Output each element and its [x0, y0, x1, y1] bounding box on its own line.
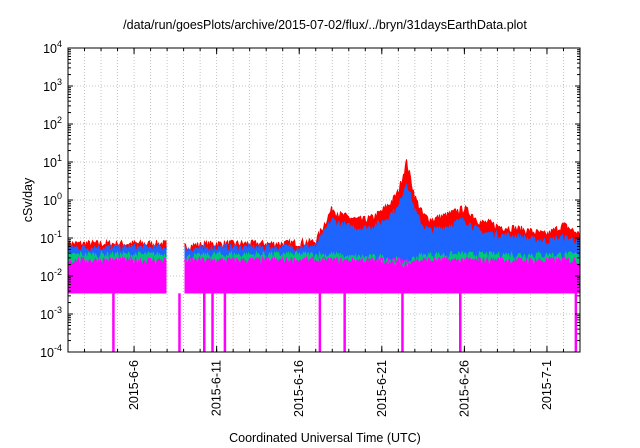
- y-tick-exponent: -2: [54, 267, 62, 277]
- x-axis-label: Coordinated Universal Time (UTC): [229, 431, 421, 445]
- series-4-line: [184, 255, 580, 268]
- y-tick-label: 101: [43, 153, 62, 170]
- series-4-band: [68, 257, 167, 294]
- series-3-line: [68, 249, 167, 262]
- series-lines: [68, 159, 580, 352]
- y-tick-label: 10-2: [40, 267, 62, 284]
- y-tick-base: 10: [43, 42, 57, 56]
- series-4-line: [68, 255, 167, 267]
- y-tick-exponent: 0: [57, 191, 62, 201]
- chart-title: /data/run/goesPlots/archive/2015-07-02/f…: [123, 18, 527, 32]
- y-tick-base: 10: [43, 118, 57, 132]
- series-2-line: [184, 183, 580, 255]
- y-axis-label: cSv/day: [21, 177, 35, 222]
- x-tick-label: 2015-6-11: [210, 360, 224, 416]
- x-tick-label: 2015-6-26: [457, 360, 471, 417]
- y-tick-label: 10-1: [40, 229, 62, 246]
- series-1-line: [68, 238, 167, 250]
- x-tick-label: 2015-6-21: [375, 360, 389, 417]
- y-tick-exponent: -4: [54, 343, 62, 353]
- series-2-line: [68, 242, 167, 254]
- y-tick-exponent: 4: [57, 39, 62, 49]
- y-tick-base: 10: [43, 156, 57, 170]
- x-tick-label: 2015-6-6: [127, 360, 141, 410]
- y-tick-label: 10-3: [40, 305, 62, 322]
- y-tick-base: 10: [40, 232, 54, 246]
- y-tick-label: 103: [43, 77, 62, 94]
- y-tick-exponent: -3: [54, 305, 62, 315]
- x-tick-label: 2015-6-16: [292, 360, 306, 417]
- y-tick-exponent: 2: [57, 115, 62, 125]
- y-tick-exponent: -1: [54, 229, 62, 239]
- y-tick-base: 10: [40, 270, 54, 284]
- y-tick-base: 10: [43, 80, 57, 94]
- y-tick-base: 10: [40, 346, 54, 360]
- y-tick-label: 10-4: [40, 343, 62, 360]
- series-4-band: [184, 257, 580, 294]
- grid: [67, 47, 581, 353]
- y-tick-base: 10: [40, 308, 54, 322]
- y-tick-label: 102: [43, 115, 62, 132]
- x-tick-label: 2015-7-1: [540, 360, 554, 410]
- y-tick-exponent: 3: [57, 77, 62, 87]
- y-tick-exponent: 1: [57, 153, 62, 163]
- y-tick-base: 10: [43, 194, 57, 208]
- y-tick-label: 100: [43, 191, 62, 208]
- y-tick-label: 104: [43, 39, 62, 56]
